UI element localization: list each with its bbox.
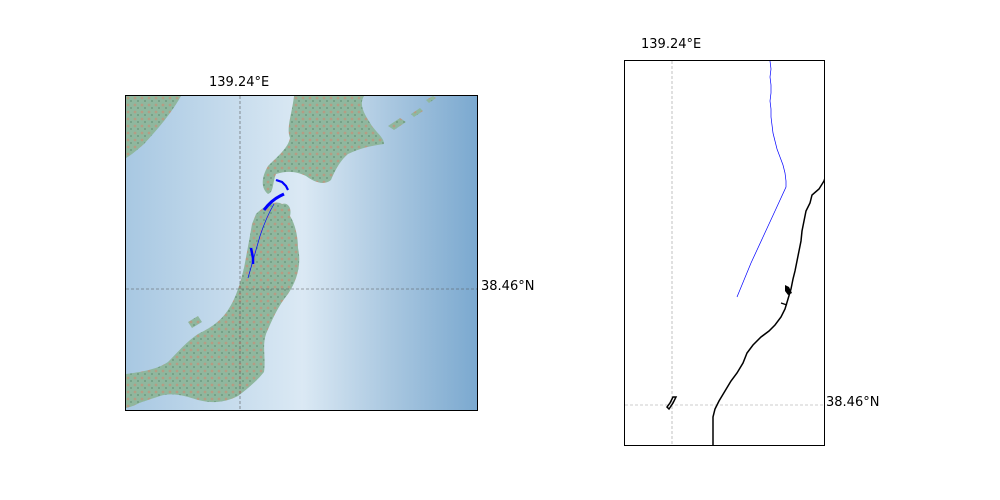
coastal-islet <box>780 302 788 306</box>
hokkaido-landmass <box>262 96 384 194</box>
ship-track-bold-north <box>275 178 289 191</box>
ship-track-bold-strait <box>262 192 285 211</box>
overview-map <box>126 96 477 410</box>
kuril-islands <box>388 96 436 130</box>
mainland-asia-landmass <box>126 96 181 158</box>
longitude-gridline-label: 139.24°E <box>209 75 270 90</box>
ship-track-bold-south <box>249 247 255 264</box>
longitude-gridline-label: 139.24°E <box>641 37 702 52</box>
southwest-islands <box>126 384 152 408</box>
latitude-gridline-label: 38.46°N <box>826 395 880 410</box>
honshu-landmass <box>126 202 300 408</box>
detail-map-panel <box>624 60 825 446</box>
overview-map-panel <box>125 95 478 411</box>
latitude-gridline-label: 38.46°N <box>481 279 535 294</box>
offshore-island <box>666 396 678 411</box>
sado-island <box>188 316 202 328</box>
coastline <box>712 178 824 445</box>
detail-map <box>625 61 824 445</box>
ship-track-thin <box>247 203 275 279</box>
ship-track <box>736 61 787 298</box>
coastal-islet <box>785 285 792 295</box>
